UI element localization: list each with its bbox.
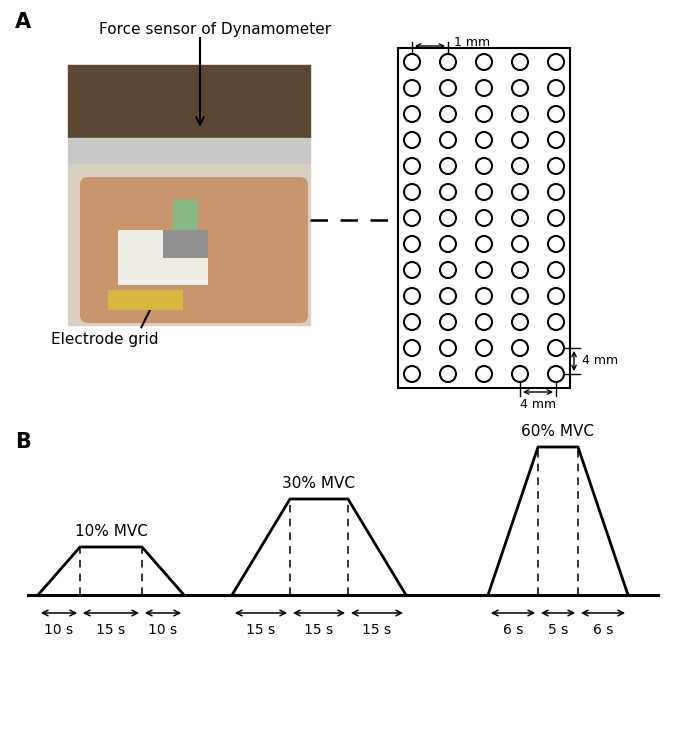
Circle shape	[440, 106, 456, 122]
Text: 6 s: 6 s	[593, 623, 613, 637]
Circle shape	[512, 54, 528, 70]
Text: 4 mm: 4 mm	[520, 398, 556, 411]
Circle shape	[512, 132, 528, 148]
Circle shape	[440, 80, 456, 96]
Circle shape	[512, 288, 528, 304]
Circle shape	[404, 366, 420, 382]
Circle shape	[548, 288, 564, 304]
Circle shape	[512, 366, 528, 382]
Circle shape	[476, 184, 492, 200]
Circle shape	[440, 366, 456, 382]
Bar	[173, 199, 198, 244]
Circle shape	[404, 158, 420, 174]
Text: 1 mm: 1 mm	[454, 35, 490, 49]
Text: 15 s: 15 s	[247, 623, 275, 637]
Circle shape	[548, 210, 564, 226]
Text: A: A	[15, 12, 31, 32]
Circle shape	[476, 132, 492, 148]
Circle shape	[476, 262, 492, 278]
Circle shape	[512, 184, 528, 200]
Circle shape	[548, 132, 564, 148]
Circle shape	[548, 158, 564, 174]
Circle shape	[512, 210, 528, 226]
Text: 15 s: 15 s	[97, 623, 125, 637]
Circle shape	[476, 158, 492, 174]
Bar	[108, 290, 183, 310]
Text: 6 s: 6 s	[503, 623, 523, 637]
Bar	[398, 48, 570, 388]
Circle shape	[440, 132, 456, 148]
Circle shape	[404, 132, 420, 148]
Text: 15 s: 15 s	[362, 623, 392, 637]
Text: 60% MVC: 60% MVC	[521, 424, 595, 439]
Text: 5 s: 5 s	[548, 623, 568, 637]
Circle shape	[548, 236, 564, 252]
Circle shape	[440, 184, 456, 200]
Circle shape	[440, 262, 456, 278]
Circle shape	[512, 80, 528, 96]
Circle shape	[440, 158, 456, 174]
Circle shape	[404, 288, 420, 304]
Circle shape	[512, 262, 528, 278]
Circle shape	[476, 80, 492, 96]
Circle shape	[440, 314, 456, 330]
Circle shape	[404, 340, 420, 356]
Text: 10% MVC: 10% MVC	[75, 524, 147, 539]
Text: B: B	[15, 432, 31, 452]
Circle shape	[440, 54, 456, 70]
Bar	[163, 230, 208, 258]
FancyBboxPatch shape	[80, 177, 308, 323]
Text: 15 s: 15 s	[304, 623, 334, 637]
Circle shape	[440, 210, 456, 226]
Circle shape	[476, 288, 492, 304]
Circle shape	[548, 54, 564, 70]
Bar	[118, 230, 208, 285]
Circle shape	[512, 340, 528, 356]
Circle shape	[404, 106, 420, 122]
Circle shape	[404, 262, 420, 278]
Circle shape	[548, 314, 564, 330]
Text: Force sensor of Dynamometer: Force sensor of Dynamometer	[99, 22, 331, 37]
Circle shape	[512, 314, 528, 330]
Circle shape	[476, 106, 492, 122]
Circle shape	[548, 184, 564, 200]
Circle shape	[440, 288, 456, 304]
Circle shape	[404, 184, 420, 200]
Bar	[68, 65, 310, 325]
Text: 10 s: 10 s	[45, 623, 73, 637]
Circle shape	[404, 314, 420, 330]
Text: Electrode grid: Electrode grid	[51, 332, 159, 347]
Circle shape	[404, 236, 420, 252]
Circle shape	[404, 80, 420, 96]
Circle shape	[512, 236, 528, 252]
Circle shape	[476, 340, 492, 356]
Circle shape	[548, 106, 564, 122]
Circle shape	[440, 236, 456, 252]
Circle shape	[440, 340, 456, 356]
Text: 4 mm: 4 mm	[582, 355, 618, 368]
Circle shape	[476, 366, 492, 382]
Circle shape	[404, 210, 420, 226]
Circle shape	[548, 262, 564, 278]
Text: 30% MVC: 30% MVC	[282, 476, 356, 491]
Text: 10 s: 10 s	[149, 623, 177, 637]
Circle shape	[512, 158, 528, 174]
Circle shape	[404, 54, 420, 70]
Circle shape	[476, 54, 492, 70]
Circle shape	[548, 80, 564, 96]
Circle shape	[548, 340, 564, 356]
Circle shape	[512, 106, 528, 122]
Circle shape	[476, 314, 492, 330]
Circle shape	[476, 210, 492, 226]
Circle shape	[548, 366, 564, 382]
Circle shape	[476, 236, 492, 252]
